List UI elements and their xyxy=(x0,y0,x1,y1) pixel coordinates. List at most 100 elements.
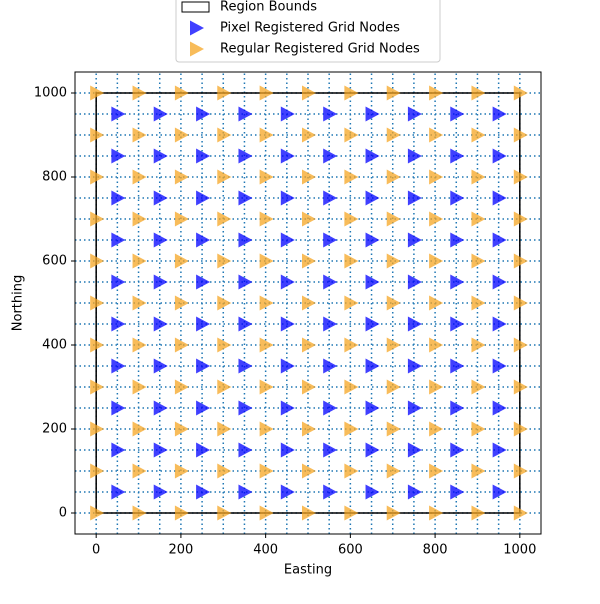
grid-node xyxy=(386,379,401,395)
grid-node xyxy=(280,232,295,248)
y-tick-label: 400 xyxy=(42,338,67,353)
grid-node xyxy=(90,85,105,101)
grid-node xyxy=(302,169,316,185)
grid-node xyxy=(323,358,338,374)
grid-node xyxy=(429,85,444,101)
grid-node xyxy=(386,337,401,353)
grid-node xyxy=(513,421,528,437)
grid-node xyxy=(323,274,338,290)
grid-node xyxy=(492,274,507,290)
grid-node xyxy=(90,337,105,353)
grid-node xyxy=(174,505,189,521)
y-axis-label: Northing xyxy=(11,275,26,331)
grid-node xyxy=(111,316,126,332)
grid-node xyxy=(280,106,295,122)
grid-node xyxy=(450,148,465,164)
grid-node xyxy=(323,106,338,122)
grid-node xyxy=(259,169,274,185)
grid-node xyxy=(429,211,444,227)
grid-node xyxy=(429,421,444,437)
grid-node xyxy=(492,316,507,332)
grid-node xyxy=(471,505,486,521)
grid-node xyxy=(217,253,232,269)
grid-node xyxy=(407,148,422,164)
grid-node xyxy=(323,232,338,248)
grid-node xyxy=(259,463,274,479)
grid-node xyxy=(238,400,253,416)
grid-node xyxy=(407,232,422,248)
grid-node xyxy=(407,274,422,290)
grid-node xyxy=(302,295,316,311)
grid-node xyxy=(174,253,189,269)
grid-node xyxy=(90,463,105,479)
grid-node xyxy=(196,358,211,374)
grid-node xyxy=(492,190,507,206)
grid-node xyxy=(471,379,486,395)
grid-node xyxy=(217,295,232,311)
grid-node xyxy=(386,295,401,311)
grid-node xyxy=(407,106,422,122)
grid-node xyxy=(280,484,295,500)
grid-node xyxy=(196,274,211,290)
grid-node xyxy=(407,484,422,500)
grid-node xyxy=(196,106,211,122)
grid-node xyxy=(344,421,359,437)
grid-node xyxy=(90,295,105,311)
grid-node xyxy=(407,358,422,374)
grid-node xyxy=(111,400,126,416)
grid-node xyxy=(132,295,147,311)
grid-node xyxy=(111,442,126,458)
grid-node xyxy=(132,85,147,101)
grid-node xyxy=(153,442,168,458)
grid-node xyxy=(217,421,232,437)
grid-node xyxy=(174,169,189,185)
grid-node xyxy=(259,127,274,143)
grid-node xyxy=(513,379,528,395)
grid-node xyxy=(471,127,486,143)
grid-node xyxy=(111,358,126,374)
grid-node xyxy=(217,337,232,353)
grid-node xyxy=(90,421,105,437)
grid-node xyxy=(217,85,232,101)
grid-node xyxy=(429,295,444,311)
grid-node xyxy=(492,442,507,458)
grid-node xyxy=(365,232,380,248)
x-tick-label: 200 xyxy=(168,543,193,558)
grid-node xyxy=(280,316,295,332)
grid-node xyxy=(323,316,338,332)
grid-node xyxy=(386,463,401,479)
grid-node xyxy=(471,421,486,437)
grid-node xyxy=(90,127,105,143)
grid-node xyxy=(492,484,507,500)
grid-node xyxy=(196,442,211,458)
grid-node xyxy=(302,463,316,479)
grid-node xyxy=(429,253,444,269)
grid-node xyxy=(450,442,465,458)
grid-node xyxy=(492,400,507,416)
grid-node xyxy=(217,505,232,521)
grid-node xyxy=(471,337,486,353)
grid-node xyxy=(259,211,274,227)
grid-node xyxy=(174,463,189,479)
grid-node xyxy=(196,400,211,416)
grid-node xyxy=(365,442,380,458)
grid-node xyxy=(90,253,105,269)
grid-node xyxy=(132,127,147,143)
grid-node xyxy=(386,127,401,143)
grid-node xyxy=(174,421,189,437)
grid-node xyxy=(386,253,401,269)
grid-node xyxy=(450,232,465,248)
grid-node xyxy=(429,505,444,521)
grid-node xyxy=(386,505,401,521)
grid-node xyxy=(153,400,168,416)
grid-node xyxy=(407,190,422,206)
grid-node xyxy=(471,169,486,185)
grid-node xyxy=(238,484,253,500)
grid-node xyxy=(365,190,380,206)
grid-node xyxy=(429,379,444,395)
grid-node xyxy=(217,379,232,395)
legend-label: Region Bounds xyxy=(220,0,317,15)
grid-node xyxy=(513,337,528,353)
grid-node xyxy=(259,421,274,437)
